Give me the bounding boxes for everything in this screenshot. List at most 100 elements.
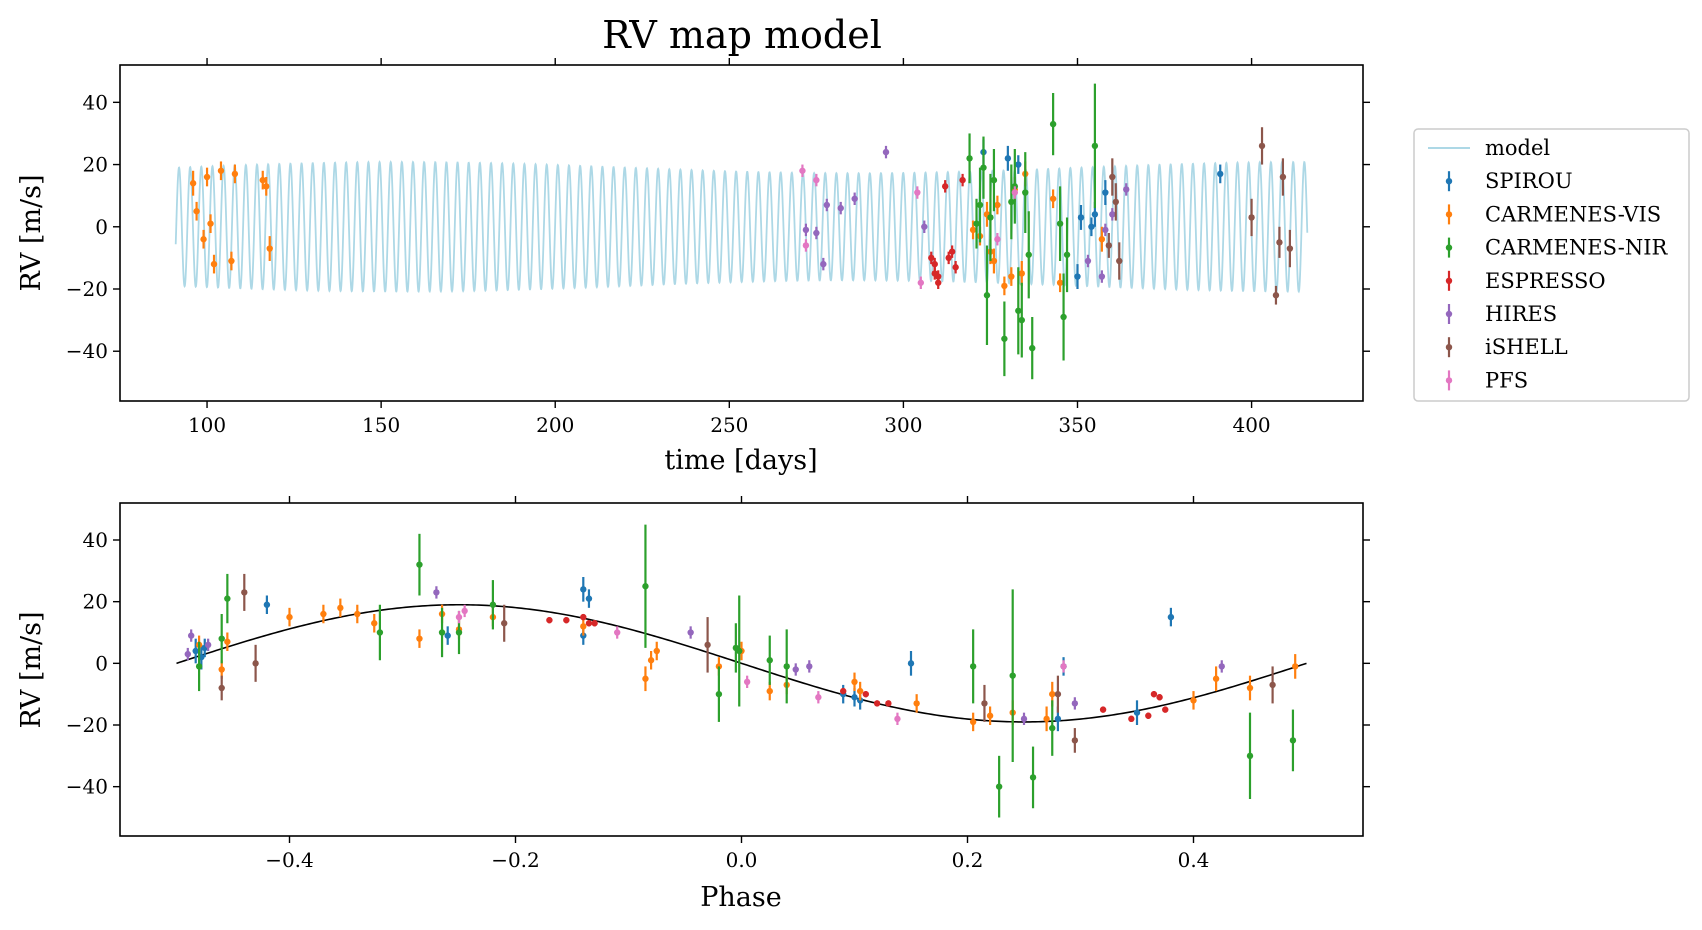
legend-item-spirou: SPIROU xyxy=(1445,169,1573,193)
time-series-panel: 100 150 200 250 300 350 400 −40 −20 0 20 40 time [… xyxy=(16,58,1370,476)
data-point xyxy=(1063,251,1071,258)
data-point xyxy=(976,201,984,209)
x-tick-label: 350 xyxy=(1058,413,1096,437)
data-point xyxy=(990,257,998,265)
data-point xyxy=(189,180,197,187)
data-point xyxy=(489,601,497,608)
x-tick-label: −0.2 xyxy=(491,848,540,872)
y-tick-label: −40 xyxy=(66,775,108,799)
data-point xyxy=(1190,697,1197,704)
data-point xyxy=(792,666,799,673)
y-tick-label: 20 xyxy=(83,153,108,177)
data-point xyxy=(1150,690,1158,698)
x-tick-label: 200 xyxy=(536,413,574,437)
data-point xyxy=(921,223,928,230)
data-point xyxy=(1004,155,1012,162)
data-point xyxy=(1272,292,1280,299)
data-point xyxy=(766,657,773,664)
data-point xyxy=(952,264,959,271)
data-point xyxy=(1162,706,1169,713)
data-point xyxy=(913,700,920,707)
legend-item-ishell: iSHELL xyxy=(1445,335,1568,359)
data-point xyxy=(987,214,994,221)
data-point xyxy=(217,167,225,174)
data-point xyxy=(614,629,621,636)
data-point xyxy=(981,700,988,707)
data-point xyxy=(1123,186,1130,193)
series-ishell xyxy=(1105,127,1294,305)
data-point xyxy=(969,718,977,726)
data-point xyxy=(1043,715,1050,723)
data-point xyxy=(1018,316,1025,324)
legend-box xyxy=(1413,128,1690,402)
legend-item-model: model xyxy=(1428,136,1550,160)
data-point xyxy=(1217,170,1224,178)
data-point xyxy=(856,687,864,695)
data-point xyxy=(580,586,587,593)
data-point xyxy=(1015,161,1022,168)
legend-item-hires: HIRES xyxy=(1445,302,1557,326)
data-point xyxy=(873,700,881,707)
legend-label: PFS xyxy=(1485,368,1528,392)
data-point xyxy=(704,641,711,649)
data-point xyxy=(1049,195,1057,202)
bottom-data-points xyxy=(184,524,1299,818)
x-tick-label: 400 xyxy=(1232,413,1270,437)
data-point xyxy=(266,245,273,252)
data-point xyxy=(851,694,858,701)
data-point xyxy=(1167,613,1175,621)
legend-item-carmenes-vis: CARMENES-VIS xyxy=(1445,202,1661,226)
data-point xyxy=(455,613,463,621)
data-point xyxy=(252,660,259,667)
data-point xyxy=(1098,236,1106,243)
data-point xyxy=(642,583,649,590)
data-point xyxy=(783,663,790,670)
series-hires xyxy=(802,145,1130,283)
series-pfs xyxy=(455,604,1067,725)
legend-marker-swatch xyxy=(1445,277,1453,284)
data-point xyxy=(995,783,1003,790)
data-point xyxy=(1056,220,1064,227)
data-point xyxy=(802,242,810,249)
data-point xyxy=(813,176,820,184)
data-point xyxy=(966,155,973,162)
data-point xyxy=(200,236,207,243)
legend-marker-swatch xyxy=(1445,178,1453,185)
series-espresso xyxy=(928,173,966,289)
data-point xyxy=(914,189,921,196)
data-point xyxy=(184,650,191,658)
data-point xyxy=(218,635,225,642)
phase-model-line xyxy=(176,603,1307,723)
x-tick-label: 150 xyxy=(362,413,400,437)
data-point xyxy=(195,663,203,670)
data-point xyxy=(1020,715,1028,723)
bottom-x-axis-label: Phase xyxy=(700,882,782,913)
data-point xyxy=(894,715,901,723)
top-y-axis-label: RV [m/s] xyxy=(16,174,47,291)
x-tick-label: 0.4 xyxy=(1178,848,1210,872)
legend-marker-swatch xyxy=(1445,377,1453,384)
data-point xyxy=(263,183,270,190)
data-point xyxy=(840,687,847,695)
data-point xyxy=(1116,257,1123,265)
data-point xyxy=(1098,273,1106,280)
data-point xyxy=(187,632,195,639)
data-point xyxy=(433,589,440,596)
top-x-axis-label: time [days] xyxy=(664,445,817,476)
data-point xyxy=(941,183,949,190)
data-point xyxy=(980,164,987,171)
data-point xyxy=(766,687,773,695)
data-point xyxy=(1088,223,1095,230)
data-point xyxy=(815,694,822,701)
y-tick-label: 40 xyxy=(83,528,108,552)
top-data-points xyxy=(189,83,1294,380)
data-point xyxy=(862,690,869,698)
y-tick-label: −40 xyxy=(66,339,108,363)
data-point xyxy=(1102,226,1109,234)
data-point xyxy=(994,201,1001,209)
data-point xyxy=(501,620,508,627)
legend-marker-swatch xyxy=(1445,344,1453,351)
data-point xyxy=(1246,752,1254,760)
data-point xyxy=(207,220,214,227)
series-espresso xyxy=(546,613,1169,723)
